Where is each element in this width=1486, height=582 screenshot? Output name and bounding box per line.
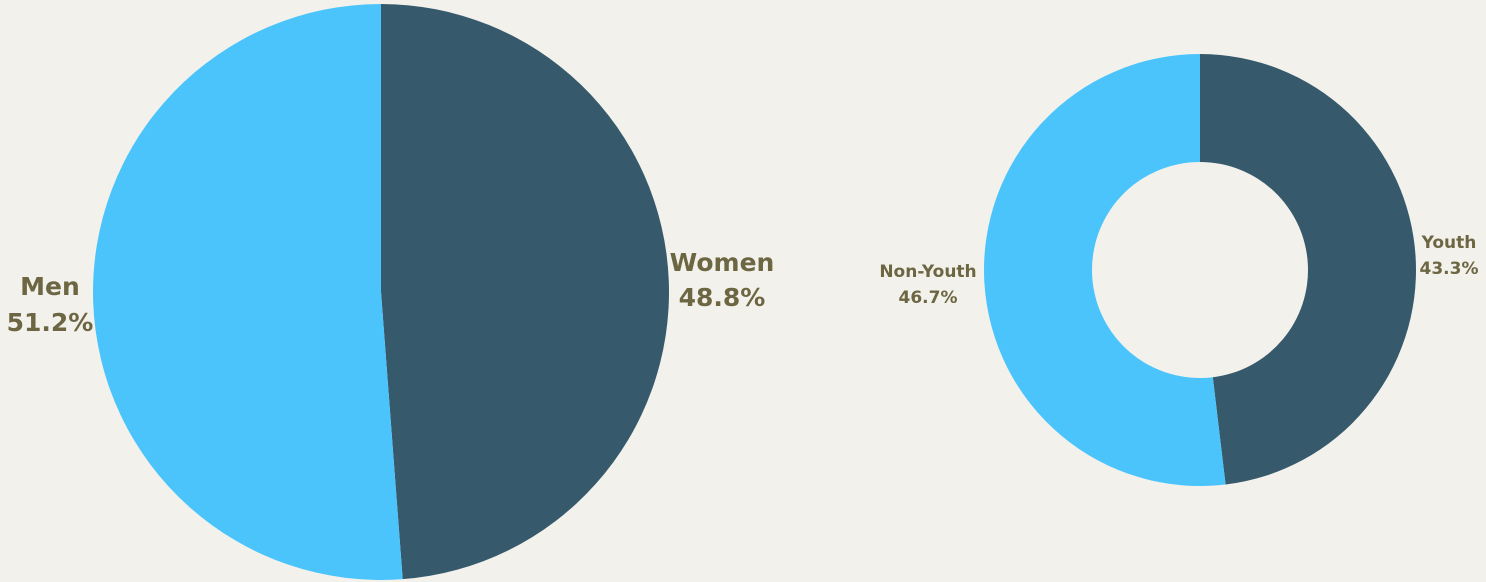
slice-label-men: Men [20, 272, 80, 301]
slice-value-youth: 43.3% [1420, 259, 1479, 279]
pie-slice-non-youth [983, 54, 1226, 487]
pie-slice-men [93, 4, 403, 580]
slice-value-women: 48.8% [679, 283, 766, 312]
pie-slice-youth [1200, 54, 1416, 485]
gender-pie-chart [93, 4, 670, 580]
slice-label-youth: Youth [1421, 233, 1477, 253]
slice-value-men: 51.2% [7, 308, 94, 337]
slice-label-non-youth: Non-Youth [879, 262, 976, 282]
pie-slice-women [381, 4, 670, 580]
slice-label-women: Women [670, 248, 775, 277]
youth-donut-chart [983, 54, 1416, 487]
slice-value-non-youth: 46.7% [899, 288, 958, 308]
